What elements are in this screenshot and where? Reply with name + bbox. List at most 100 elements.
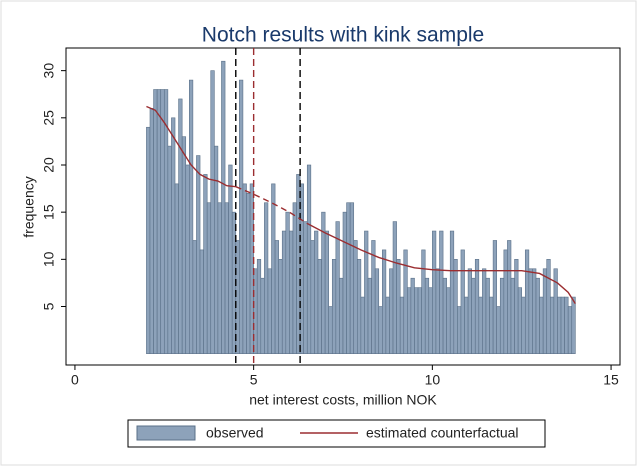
histogram-bar bbox=[160, 89, 165, 354]
histogram-bar bbox=[199, 249, 204, 354]
histogram-bar bbox=[457, 306, 462, 354]
histogram-bar bbox=[203, 174, 208, 354]
histogram-bar bbox=[303, 221, 308, 354]
histogram-bar bbox=[171, 117, 176, 354]
histogram-bar bbox=[542, 268, 548, 354]
histogram-bar bbox=[289, 230, 294, 354]
histogram-bar bbox=[346, 202, 351, 354]
histogram-bar bbox=[342, 211, 347, 354]
histogram-bar bbox=[392, 221, 397, 354]
histogram-bar bbox=[167, 145, 172, 354]
histogram-bar bbox=[228, 164, 233, 354]
histogram-bar bbox=[153, 89, 158, 354]
histogram-bar bbox=[267, 268, 272, 354]
histogram-bar bbox=[471, 277, 476, 354]
histogram-bar bbox=[478, 296, 483, 354]
x-tick-label: 15 bbox=[603, 372, 619, 388]
histogram-bar bbox=[206, 202, 212, 354]
histogram-bar bbox=[442, 277, 447, 354]
histogram-bar bbox=[349, 202, 355, 354]
histogram-bar bbox=[407, 287, 412, 354]
y-tick-label: 30 bbox=[41, 63, 57, 79]
histogram-bar bbox=[371, 240, 376, 354]
histogram-bar bbox=[281, 230, 287, 354]
histogram-bar bbox=[389, 268, 394, 354]
histogram-bar bbox=[385, 296, 390, 354]
histogram-bar bbox=[217, 202, 222, 354]
histogram-bar bbox=[221, 60, 226, 354]
y-tick-label: 25 bbox=[41, 110, 57, 126]
histogram-bar bbox=[446, 287, 451, 354]
histogram-bar bbox=[256, 259, 262, 354]
counterfactual-line bbox=[146, 105, 236, 188]
histogram-bar bbox=[535, 277, 540, 354]
histogram-bar bbox=[524, 249, 530, 354]
histogram-bar bbox=[156, 89, 162, 354]
histogram-bar bbox=[546, 259, 551, 354]
histogram-bar bbox=[189, 79, 194, 354]
histogram-bar bbox=[460, 249, 465, 354]
histogram-bar bbox=[367, 277, 372, 354]
histogram-bar bbox=[539, 296, 544, 354]
histogram-bar bbox=[528, 268, 533, 354]
histogram-bar bbox=[474, 259, 480, 354]
y-axis-label: frequency bbox=[21, 176, 37, 237]
histogram-bar bbox=[324, 230, 330, 354]
histogram-bar bbox=[567, 306, 573, 354]
histogram-bar bbox=[550, 296, 555, 354]
histogram-bar bbox=[496, 306, 501, 354]
histogram-bar bbox=[532, 268, 537, 354]
counterfactual-line bbox=[235, 186, 308, 225]
histogram-bar bbox=[292, 202, 297, 354]
histogram-bar bbox=[517, 287, 523, 354]
histogram-bar bbox=[210, 70, 215, 354]
histogram-bar bbox=[428, 287, 433, 354]
y-tick-label: 20 bbox=[41, 157, 57, 173]
histogram-bar bbox=[239, 79, 244, 354]
x-tick-label: 10 bbox=[425, 372, 441, 388]
histogram-bar bbox=[571, 296, 576, 354]
histogram-bar bbox=[353, 240, 358, 354]
histogram-bar bbox=[378, 306, 383, 354]
histogram-bar bbox=[414, 287, 419, 354]
histogram-bar bbox=[510, 277, 515, 354]
histogram-bar bbox=[424, 277, 430, 354]
histogram-bar bbox=[149, 108, 154, 354]
histogram-bar bbox=[317, 259, 322, 354]
histogram-bar bbox=[163, 89, 169, 354]
histogram-bar bbox=[264, 202, 269, 354]
histogram-bar bbox=[399, 296, 405, 354]
y-tick-label: 15 bbox=[41, 204, 57, 220]
histogram-bar bbox=[271, 183, 276, 354]
histogram-bar bbox=[274, 240, 279, 354]
histogram-bar bbox=[449, 230, 455, 354]
histogram-bar bbox=[492, 240, 497, 354]
histogram-bar bbox=[467, 268, 472, 354]
histogram-bar bbox=[246, 192, 251, 354]
counterfactual-line bbox=[306, 222, 576, 305]
histogram-bar bbox=[464, 296, 469, 354]
histogram-bar bbox=[489, 296, 494, 354]
histogram-bar bbox=[485, 277, 490, 354]
legend-label: estimated counterfactual bbox=[366, 425, 519, 441]
legend-label: observed bbox=[206, 425, 264, 441]
histogram-bar bbox=[396, 259, 401, 354]
histogram-bar bbox=[214, 145, 219, 354]
histogram-bar bbox=[564, 296, 569, 354]
histogram-bar bbox=[328, 306, 333, 354]
histogram-bar bbox=[421, 249, 426, 354]
histogram-bar bbox=[432, 230, 437, 354]
histogram-bar bbox=[196, 155, 201, 354]
chart-title: Notch results with kink sample bbox=[202, 24, 484, 47]
histogram-bar bbox=[521, 296, 526, 354]
histogram-bar bbox=[146, 126, 151, 354]
histogram-bar bbox=[382, 249, 387, 354]
histogram-bar bbox=[224, 202, 229, 354]
histogram-bar bbox=[306, 164, 312, 354]
histogram-bar bbox=[360, 296, 365, 354]
histogram-bar bbox=[192, 240, 197, 354]
histogram-bar bbox=[310, 240, 315, 354]
x-tick-label: 5 bbox=[250, 372, 258, 388]
histogram-bar bbox=[410, 277, 415, 354]
